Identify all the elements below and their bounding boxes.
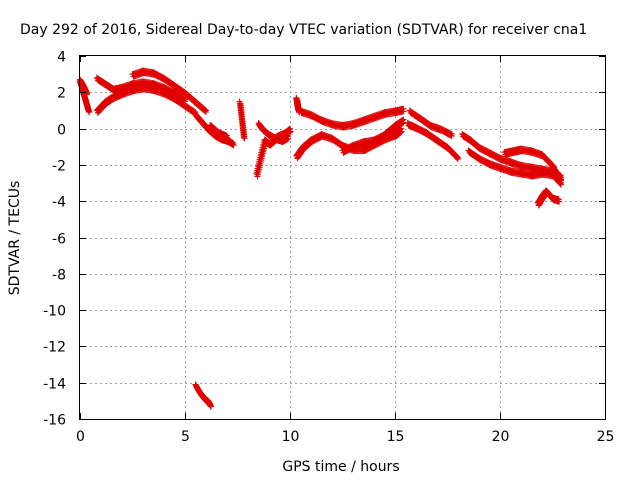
y-tick-label: -2	[52, 159, 66, 175]
data-point	[85, 107, 92, 114]
data-point	[224, 132, 230, 139]
data-point	[182, 96, 188, 103]
y-tick-label: -8	[52, 268, 66, 284]
data-point	[455, 154, 461, 161]
x-tick-label: 15	[387, 429, 405, 445]
y-tick-label: 0	[57, 123, 66, 139]
y-tick-label: 2	[57, 86, 66, 102]
y-tick-label: -6	[52, 232, 66, 248]
y-tick-label: -12	[43, 340, 66, 356]
data-point	[400, 105, 407, 112]
data-point	[400, 116, 407, 123]
data-point	[557, 176, 564, 183]
x-tick-label: 10	[282, 429, 300, 445]
x-tick-label: 25	[597, 429, 615, 445]
data-point	[230, 140, 237, 147]
y-tick-label: -4	[52, 195, 66, 211]
x-tick-label: 5	[181, 429, 190, 445]
data-point	[241, 135, 248, 142]
data-point	[240, 134, 247, 141]
data-point	[284, 132, 291, 139]
x-tick-label: 20	[492, 429, 510, 445]
x-axis-label: GPS time / hours	[282, 459, 399, 475]
x-tick-label: 0	[76, 429, 85, 445]
data-points	[77, 67, 565, 410]
y-tick-label: 4	[57, 50, 66, 66]
plot-frame	[79, 55, 606, 420]
data-point	[203, 107, 209, 114]
data-point	[207, 401, 214, 408]
y-axis-label: SDTVAR / TECUs	[7, 181, 23, 296]
y-tick-label: -10	[43, 304, 66, 320]
data-point	[448, 131, 455, 138]
chart-title: Day 292 of 2016, Sidereal Day-to-day VTE…	[20, 22, 587, 38]
y-tick-label: -16	[43, 413, 66, 429]
data-point	[555, 196, 562, 203]
data-point	[287, 125, 293, 132]
y-tick-label: -14	[43, 377, 66, 393]
data-point	[287, 128, 294, 135]
grid	[80, 56, 605, 419]
